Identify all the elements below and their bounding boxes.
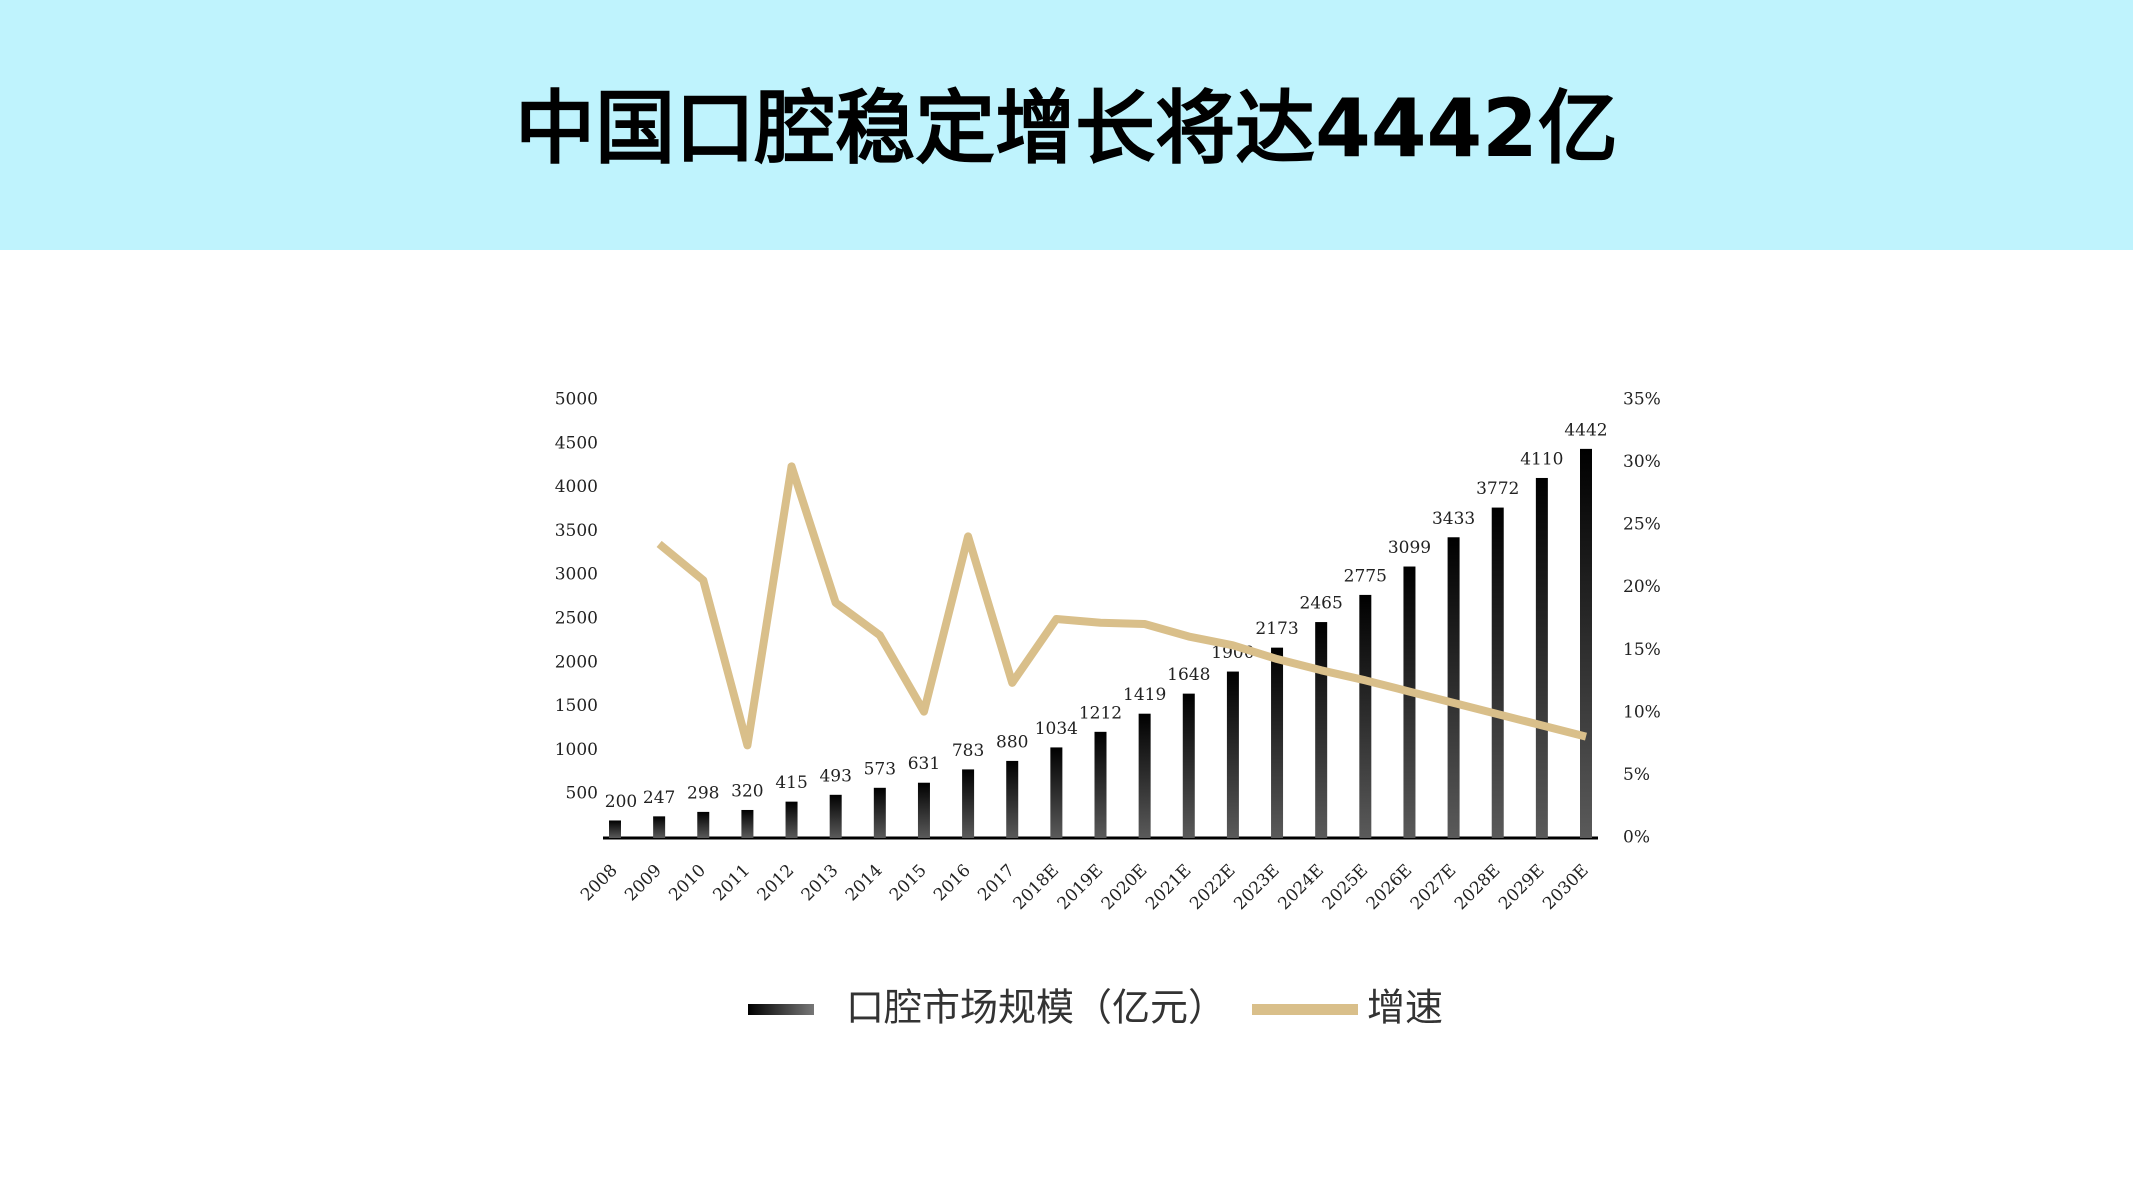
x-tick-label: 2013 bbox=[798, 861, 843, 906]
data-label: 2775 bbox=[1344, 566, 1387, 586]
x-tick-label: 2025E bbox=[1319, 861, 1373, 915]
x-tick-label: 2015 bbox=[886, 861, 931, 906]
bar bbox=[829, 794, 842, 838]
data-label: 3099 bbox=[1388, 538, 1431, 558]
x-tick-label: 2022E bbox=[1186, 861, 1240, 915]
data-label: 3433 bbox=[1432, 509, 1475, 529]
bar bbox=[1050, 747, 1063, 838]
x-tick-label: 2026E bbox=[1363, 861, 1417, 915]
x-tick-label: 2009 bbox=[621, 861, 666, 906]
bar bbox=[653, 816, 666, 838]
bar bbox=[1271, 647, 1284, 838]
x-tick-label: 2008 bbox=[577, 861, 622, 906]
data-label: 320 bbox=[731, 781, 763, 801]
data-label: 415 bbox=[775, 773, 807, 793]
bar bbox=[741, 809, 754, 838]
legend-swatch bbox=[748, 1004, 814, 1015]
y-tick-label: 2000 bbox=[555, 652, 598, 672]
y-tick-label: 1500 bbox=[555, 696, 598, 716]
y2-tick-label: 20% bbox=[1623, 577, 1661, 597]
data-label: 783 bbox=[952, 741, 984, 761]
data-label: 200 bbox=[605, 792, 637, 812]
bar bbox=[1535, 477, 1548, 838]
data-label: 298 bbox=[687, 783, 719, 803]
x-tick-label: 2024E bbox=[1274, 861, 1328, 915]
bar bbox=[1447, 537, 1460, 838]
bar bbox=[1359, 594, 1372, 838]
x-tick-label: 2018E bbox=[1010, 861, 1064, 915]
y2-tick-label: 35% bbox=[1623, 390, 1661, 410]
y2-tick-label: 0% bbox=[1623, 828, 1650, 848]
x-tick-label: 2023E bbox=[1230, 861, 1284, 915]
x-tick-label: 2014 bbox=[842, 861, 887, 906]
data-label: 4442 bbox=[1564, 420, 1607, 440]
legend-swatch bbox=[1252, 1004, 1358, 1015]
y-tick-label: 4500 bbox=[555, 433, 598, 453]
y-tick-label: 3500 bbox=[555, 521, 598, 541]
bar bbox=[962, 769, 975, 838]
bar bbox=[1403, 566, 1416, 838]
legend-label: 口腔市场规模（亿元） bbox=[846, 986, 1226, 1030]
bar bbox=[873, 787, 886, 838]
x-tick-label: 2016 bbox=[930, 861, 975, 906]
x-tick-label: 2012 bbox=[754, 861, 799, 906]
bar bbox=[917, 782, 930, 838]
data-label: 3772 bbox=[1476, 479, 1519, 499]
data-label: 1648 bbox=[1167, 665, 1210, 685]
x-tick-label: 2029E bbox=[1495, 861, 1549, 915]
legend-label: 增速 bbox=[1367, 986, 1443, 1030]
y-tick-label: 5000 bbox=[555, 390, 598, 410]
x-tick-label: 2021E bbox=[1142, 861, 1196, 915]
bar bbox=[697, 811, 710, 838]
title: 中国口腔稳定增长将达4442亿 bbox=[515, 82, 1618, 175]
y-tick-label: 500 bbox=[566, 784, 598, 804]
growth-line bbox=[656, 462, 1587, 750]
data-label: 4110 bbox=[1520, 449, 1563, 469]
data-label: 1034 bbox=[1035, 719, 1078, 739]
y2-tick-label: 5% bbox=[1623, 765, 1650, 785]
y-tick-label: 3000 bbox=[555, 565, 598, 585]
x-tick-label: 2011 bbox=[709, 861, 754, 906]
bar bbox=[1138, 713, 1151, 838]
bar bbox=[1491, 507, 1504, 838]
x-tick-label: 2028E bbox=[1451, 861, 1505, 915]
x-tick-label: 2027E bbox=[1407, 861, 1461, 915]
bar bbox=[1182, 693, 1195, 838]
header-band bbox=[0, 0, 2133, 250]
y-tick-label: 4000 bbox=[555, 477, 598, 497]
y2-tick-label: 25% bbox=[1623, 515, 1661, 535]
data-label: 2173 bbox=[1255, 619, 1298, 639]
bar bbox=[785, 801, 798, 838]
y2-tick-label: 10% bbox=[1623, 702, 1661, 722]
x-tick-label: 2030E bbox=[1539, 861, 1593, 915]
data-label: 1419 bbox=[1123, 685, 1166, 705]
x-tick-label: 2020E bbox=[1098, 861, 1152, 915]
bar bbox=[1580, 448, 1592, 838]
y-tick-label: 1000 bbox=[555, 740, 598, 760]
data-label: 247 bbox=[643, 788, 675, 808]
data-label: 493 bbox=[819, 766, 851, 786]
x-tick-label: 2010 bbox=[665, 861, 710, 906]
data-label: 631 bbox=[908, 754, 940, 774]
bar bbox=[1094, 731, 1107, 838]
y-tick-label: 2500 bbox=[555, 609, 598, 629]
bar bbox=[1315, 622, 1328, 838]
data-label: 1212 bbox=[1079, 703, 1122, 723]
data-label: 573 bbox=[864, 759, 896, 779]
data-label: 880 bbox=[996, 732, 1028, 752]
x-tick-label: 2019E bbox=[1054, 861, 1108, 915]
y2-tick-label: 15% bbox=[1623, 640, 1661, 660]
data-label: 2465 bbox=[1300, 594, 1343, 614]
bar bbox=[1226, 671, 1239, 838]
bar bbox=[609, 820, 621, 838]
bar bbox=[1006, 760, 1019, 838]
y2-tick-label: 30% bbox=[1623, 452, 1661, 472]
